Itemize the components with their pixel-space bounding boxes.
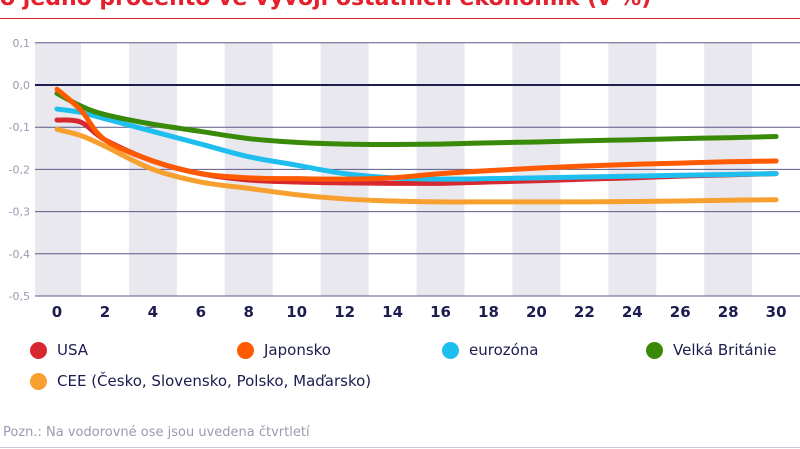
footnote: Pozn.: Na vodorovné ose jsou uvedena čtv… <box>3 425 310 440</box>
legend-item-cee: CEE (Česko, Slovensko, Polsko, Maďarsko) <box>30 372 371 390</box>
y-tick-label: -0,2 <box>9 163 30 176</box>
legend-swatch <box>237 341 254 359</box>
legend-item-velka-britanie: Velká Británie <box>646 341 776 359</box>
y-tick-label: -0,4 <box>9 248 30 261</box>
series-line-japonsko <box>54 86 779 182</box>
x-tick-label: 2 <box>100 303 110 321</box>
legend-item-japonsko: Japonsko <box>237 341 331 359</box>
x-tick-label: 30 <box>766 303 787 321</box>
legend-label: USA <box>57 341 89 359</box>
x-tick-label: 18 <box>478 303 499 321</box>
legend-label: Velká Británie <box>673 341 777 359</box>
x-tick-label: 16 <box>430 303 451 321</box>
legend-swatch <box>30 372 47 390</box>
x-tick-label: 12 <box>334 303 355 321</box>
y-tick-label: 0,0 <box>13 79 31 92</box>
x-tick-label: 20 <box>526 303 547 321</box>
legend-label: eurozóna <box>469 341 539 359</box>
line-chart: 0,10,0-0,1-0,2-0,3-0,4-0,50 2 4 6 8 10 12 14 16 1… <box>9 37 800 321</box>
legend-swatch <box>442 341 459 359</box>
chart-title: o jedno procento ve vývoji ostatních eko… <box>0 0 651 11</box>
legend-item-usa: USA <box>30 341 88 359</box>
x-tick-label: 26 <box>670 303 691 321</box>
legend-item-eurozona: eurozóna <box>442 341 539 359</box>
x-tick-label: 6 <box>196 303 206 321</box>
y-tick-label: -0,5 <box>9 290 30 303</box>
y-tick-label: 0,1 <box>13 37 31 50</box>
legend-swatch <box>646 341 663 359</box>
x-tick-label: 10 <box>286 303 307 321</box>
x-tick-label: 14 <box>382 303 403 321</box>
series-line-cee <box>54 126 779 205</box>
x-tick-label: 24 <box>622 303 643 321</box>
legend-label: Japonsko <box>264 341 331 359</box>
legend-label: CEE (Česko, Slovensko, Polsko, Maďarsko) <box>57 372 372 390</box>
x-tick-label: 22 <box>574 303 595 321</box>
series-line-velká <box>54 90 779 148</box>
y-tick-label: -0,3 <box>9 206 30 219</box>
x-tick-label: 8 <box>244 303 254 321</box>
x-tick-label: 0 <box>52 303 62 321</box>
legend-swatch <box>30 341 47 359</box>
y-tick-label: -0,1 <box>9 121 30 134</box>
bottom-divider <box>0 447 800 448</box>
x-tick-label: 28 <box>718 303 739 321</box>
x-tick-label: 4 <box>148 303 158 321</box>
title-divider <box>0 18 800 19</box>
